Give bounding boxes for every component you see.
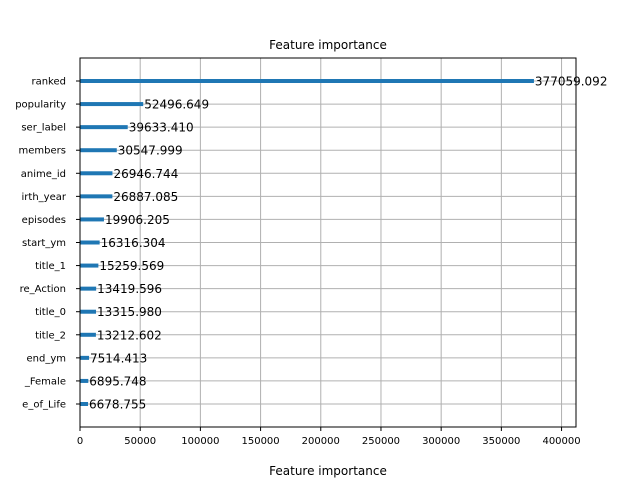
value-label: 30547.999 [118,144,183,158]
bar [80,125,128,130]
x-axis: 0 50000 100000 150000 200000 250000 300000 3500… [77,427,581,447]
x-tick-label: 350000 [482,436,520,447]
x-tick-label: 0 [77,436,83,447]
value-label: 26887.085 [113,190,178,204]
bar [80,378,89,383]
value-label: 13419.596 [97,282,162,296]
value-label: 7514.413 [90,351,147,365]
y-tick-label: ser_label [21,123,66,134]
value-label: 39633.410 [129,121,194,135]
value-labels: 377059.092 52496.649 39633.410 30547.999 269… [89,75,607,412]
x-tick-label: 250000 [362,436,400,447]
bar [80,263,99,268]
bar [80,286,97,291]
bar [80,79,534,83]
y-tick-label: episodes [22,215,66,226]
bar [80,309,97,314]
bar [80,355,90,360]
x-tick-label: 400000 [542,436,580,447]
y-tick-label: _Female [24,376,66,387]
value-label: 13315.980 [97,305,162,319]
bar [80,332,96,337]
value-label: 19906.205 [105,213,170,227]
y-tick-label: end_ym [27,353,67,364]
y-tick-label: popularity [15,100,66,111]
y-tick-label: start_ym [22,238,66,249]
value-label: 6895.748 [89,374,146,388]
bar [80,217,104,222]
y-tick-label: anime_id [21,169,66,180]
y-tick-label: irth_year [22,192,67,203]
value-label: 13212.602 [97,328,162,342]
value-label: 15259.569 [99,259,164,273]
value-label: 6678.755 [89,398,146,412]
value-label: 26946.744 [113,167,178,181]
y-tick-label: ranked [31,77,66,88]
x-tick-label: 100000 [181,436,219,447]
bar [80,102,144,107]
y-tick-label: re_Action [20,284,66,295]
y-tick-label: title_0 [35,307,66,318]
bar [80,194,113,199]
chart-title: Feature importance [269,38,387,52]
x-axis-title: Feature importance [269,464,387,478]
x-tick-label: 300000 [422,436,460,447]
value-label: 377059.092 [535,75,608,89]
bar [80,171,113,176]
bar [80,402,89,406]
y-tick-label: title_1 [35,261,66,272]
value-label: 52496.649 [144,98,209,112]
y-tick-label: title_2 [35,330,66,341]
bar [80,240,100,245]
bars [80,79,534,406]
gridlines [79,58,576,427]
x-tick-label: 150000 [241,436,279,447]
value-label: 16316.304 [101,236,166,250]
y-tick-label: e_of_Life [22,400,66,411]
bar [80,148,117,153]
y-tick-label: members [19,146,66,157]
x-tick-label: 200000 [302,436,340,447]
x-tick-label: 50000 [124,436,156,447]
